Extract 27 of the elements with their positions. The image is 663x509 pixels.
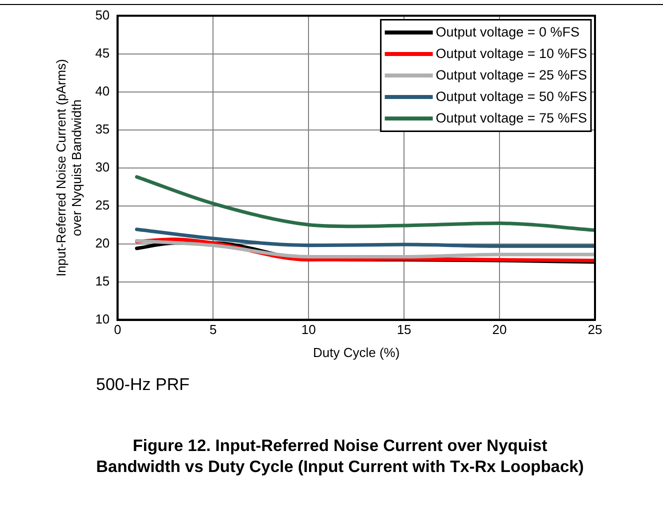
line-series xyxy=(135,228,595,248)
y-tick-label: 50 xyxy=(95,7,110,22)
legend-label: Output voltage = 50 %FS xyxy=(436,88,588,104)
legend-label: Output voltage = 10 %FS xyxy=(436,46,588,61)
x-tick-label: 15 xyxy=(396,322,412,338)
legend-label: Output voltage = 75 %FS xyxy=(436,110,588,126)
x-tick-label: 10 xyxy=(301,322,316,338)
text: Figure 12. Input-Referred Noise Current over Nyquist Bandwidth vs Duty Cycle (Input Current with Tx-Rx Loopback) xyxy=(95,436,585,478)
x-tick-label: 0 xyxy=(114,322,122,338)
y-tick-label: 30 xyxy=(95,159,110,174)
y-tick-label: 25 xyxy=(95,197,110,212)
x-tick-label: 25 xyxy=(588,322,602,338)
y-tick-label: 35 xyxy=(95,121,110,136)
y-axis-title: Input-Referred Noise Current (pArms) over Nyquist Bandwidth xyxy=(53,59,84,277)
legend-label: Output voltage = 0 %FS xyxy=(436,24,580,40)
y-tick-label: 20 xyxy=(95,235,110,250)
y-tick-label: 10 xyxy=(95,311,110,326)
text: 500-Hz PRF xyxy=(96,375,190,395)
line-series xyxy=(135,175,595,232)
y-tick-label: 15 xyxy=(95,273,110,288)
y-tick-label: 40 xyxy=(95,83,110,98)
y-tick-label: 45 xyxy=(95,45,110,60)
line-series xyxy=(135,239,595,258)
legend-label: Output voltage = 25 %FS xyxy=(436,67,588,82)
x-axis-title: Duty Cycle (%) xyxy=(312,344,400,360)
x-tick-label: 20 xyxy=(492,322,507,338)
x-tick-label: 5 xyxy=(210,322,217,338)
